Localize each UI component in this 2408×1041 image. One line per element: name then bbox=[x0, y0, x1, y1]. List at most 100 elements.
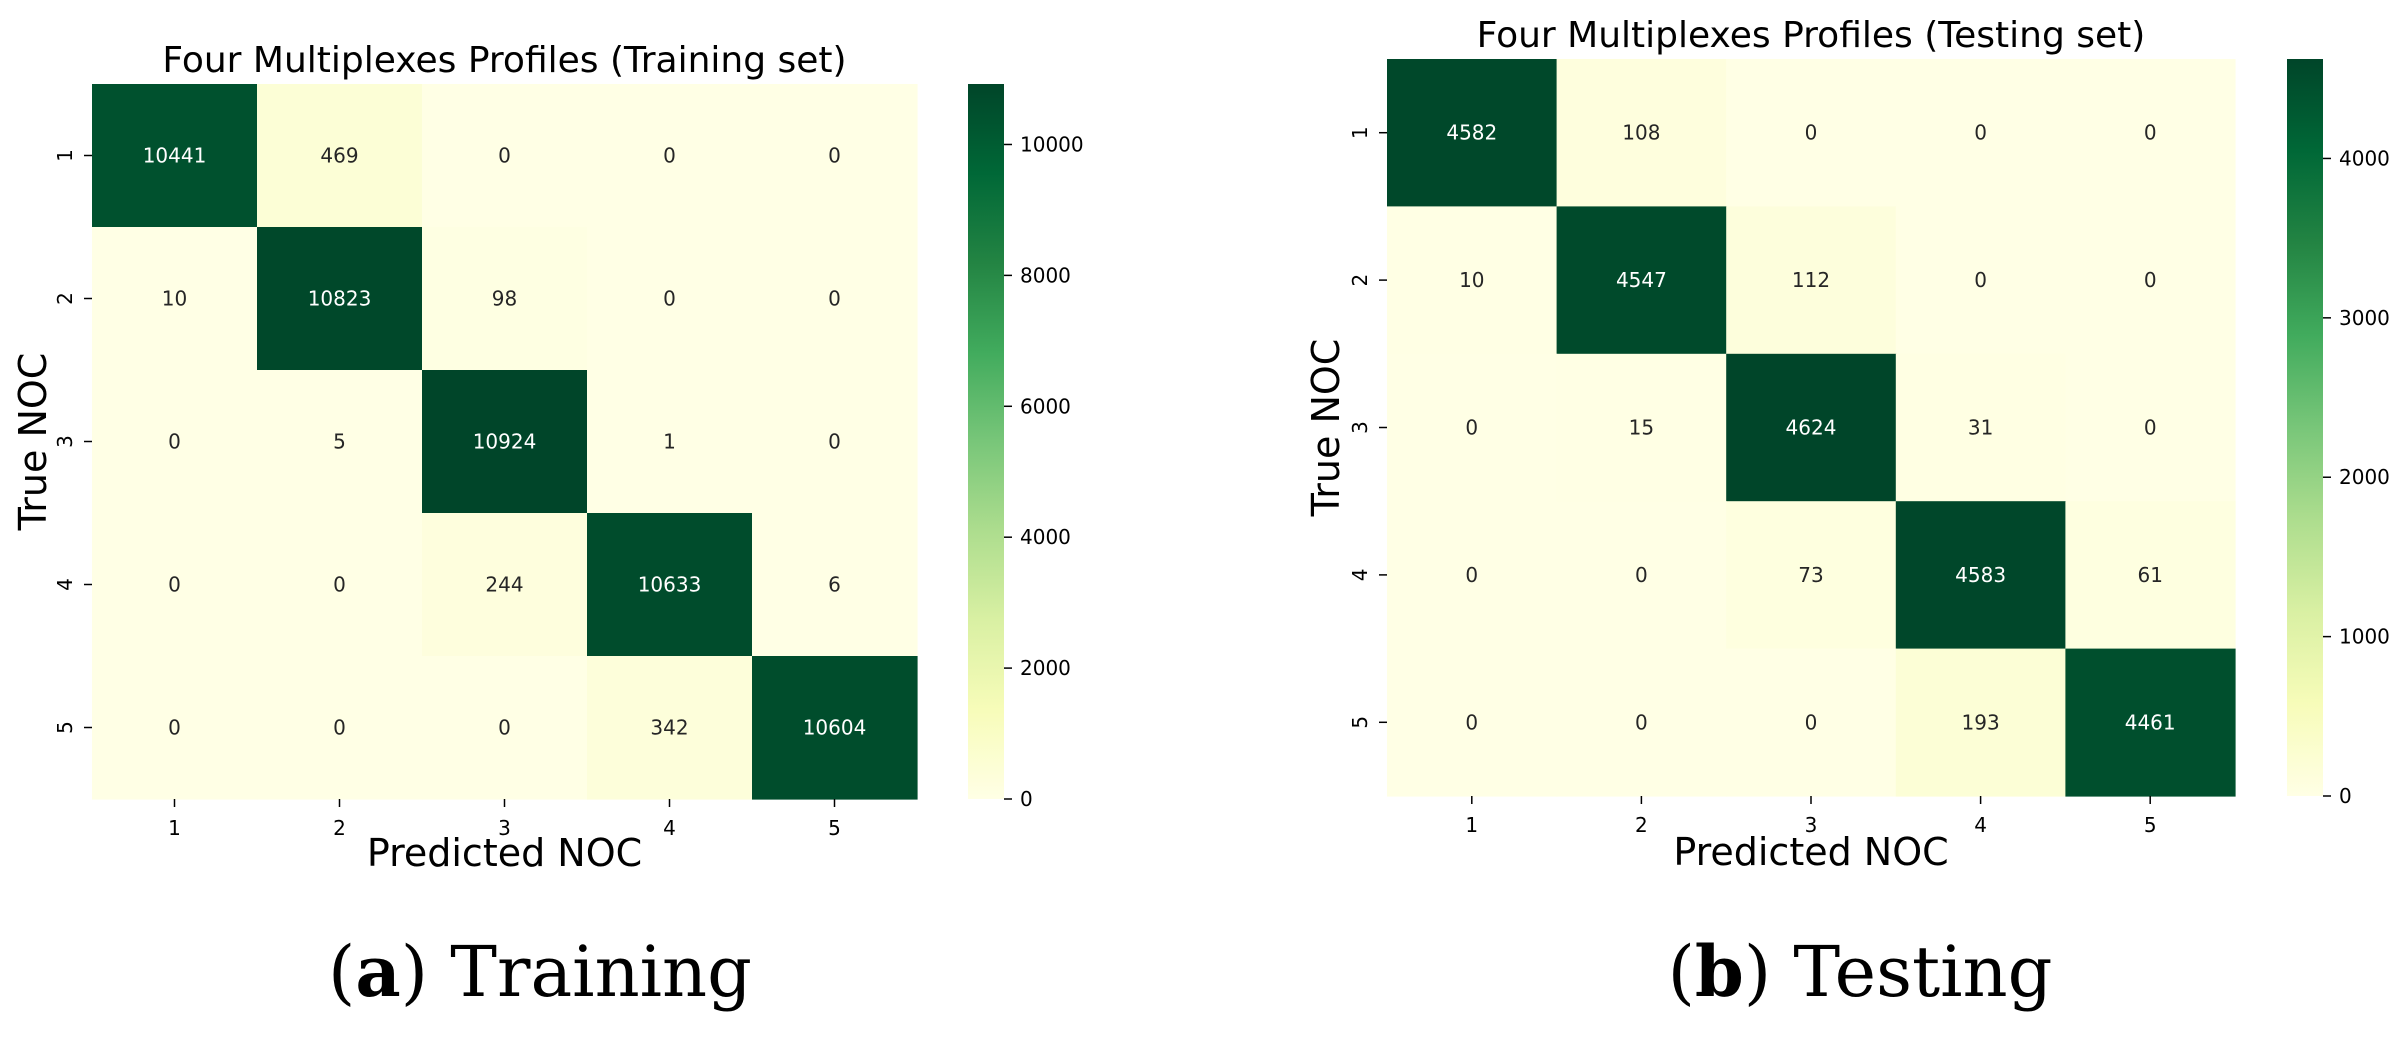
y-tick-label-training-5: 5 bbox=[53, 721, 77, 734]
heatmap-cell-testing-r5-c4 bbox=[1895, 648, 2066, 797]
heatmap-panel-training: 10441 469 0 0 010 10823 98 0 00 5 10924 1 00 0 244 1063… bbox=[11, 40, 1084, 875]
heatmap-cell-testing-r2-c3 bbox=[1726, 206, 1897, 355]
heatmap-cell-testing-r4-c1 bbox=[1387, 501, 1558, 650]
y-axis-label-training: True NOC bbox=[11, 353, 55, 532]
cell-value-training-r3-c5: 0 bbox=[828, 430, 841, 454]
heatmap-cell-training-r4-c2 bbox=[257, 513, 423, 657]
x-tick-label-testing-2: 2 bbox=[1635, 813, 1648, 837]
cell-value-testing-r3-c3: 4624 bbox=[1786, 416, 1837, 440]
cell-value-training-r5-c1: 0 bbox=[168, 716, 181, 740]
heatmap-cell-testing-r1-c3 bbox=[1726, 59, 1897, 207]
heatmap-cell-testing-r5-c3 bbox=[1726, 648, 1897, 797]
y-tick-label-testing-3: 3 bbox=[1348, 421, 1372, 434]
caption-b-open: ( bbox=[1667, 931, 1695, 1013]
y-tick-label-training-1: 1 bbox=[53, 149, 77, 162]
y-tick-label-training-3: 3 bbox=[53, 435, 77, 448]
heatmap-cell-testing-r3-c2 bbox=[1556, 353, 1727, 502]
heatmap-cell-training-r3-c1 bbox=[92, 370, 258, 514]
cell-value-training-r4-c3: 244 bbox=[485, 573, 523, 597]
heatmap-cell-training-r3-c5 bbox=[752, 370, 918, 514]
cell-value-testing-r5-c3: 0 bbox=[1805, 710, 1818, 734]
x-tick-label-training-4: 4 bbox=[663, 816, 676, 840]
colorbar-tick-label-testing-4000: 4000 bbox=[2339, 146, 2390, 170]
heatmap-cell-testing-r3-c3 bbox=[1726, 353, 1897, 502]
cell-value-testing-r1-c4: 0 bbox=[1974, 121, 1987, 145]
cell-value-training-r2-c1: 10 bbox=[162, 287, 187, 311]
cell-value-testing-r5-c1: 0 bbox=[1465, 710, 1478, 734]
heatmap-cell-training-r5-c3 bbox=[422, 656, 588, 800]
caption-b-letter: b bbox=[1694, 930, 1744, 1013]
caption-b-text: Testing bbox=[1793, 931, 2053, 1013]
heatmap-cell-training-r1-c3 bbox=[422, 84, 588, 228]
heatmap-cell-training-r2-c3 bbox=[422, 227, 588, 371]
colorbar-tick-label-training-4000: 4000 bbox=[1020, 525, 1071, 549]
caption-b: (b) Testing bbox=[1640, 930, 2080, 1020]
colorbar-training bbox=[968, 84, 1004, 799]
cell-value-training-r4-c4: 10633 bbox=[638, 573, 702, 597]
heatmap-cell-training-r5-c5 bbox=[752, 656, 918, 800]
cell-value-training-r3-c4: 1 bbox=[663, 430, 676, 454]
colorbar-tick-label-testing-3000: 3000 bbox=[2339, 306, 2390, 330]
cell-value-testing-r2-c4: 0 bbox=[1974, 268, 1987, 292]
y-tick-label-training-2: 2 bbox=[53, 292, 77, 305]
chart-title-training: Four Multiplexes Profiles (Training set) bbox=[162, 40, 846, 81]
colorbar-tick-label-training-2000: 2000 bbox=[1020, 656, 1071, 680]
cell-value-testing-r4-c5: 61 bbox=[2137, 563, 2162, 587]
y-tick-label-testing-1: 1 bbox=[1348, 126, 1372, 139]
heatmap-cell-testing-r2-c5 bbox=[2065, 206, 2236, 355]
cell-value-testing-r4-c1: 0 bbox=[1465, 563, 1478, 587]
cell-value-training-r1-c3: 0 bbox=[498, 144, 511, 168]
cell-value-training-r1-c4: 0 bbox=[663, 144, 676, 168]
cell-value-testing-r3-c2: 15 bbox=[1629, 416, 1654, 440]
cell-value-testing-r1-c3: 0 bbox=[1805, 121, 1818, 145]
cell-value-training-r5-c4: 342 bbox=[650, 716, 688, 740]
colorbar-tick-label-testing-1000: 1000 bbox=[2339, 625, 2390, 649]
colorbar-tick-label-testing-2000: 2000 bbox=[2339, 465, 2390, 489]
x-axis-label-testing: Predicted NOC bbox=[1673, 830, 1948, 874]
x-axis-label-training: Predicted NOC bbox=[367, 831, 642, 875]
cell-value-testing-r3-c5: 0 bbox=[2144, 416, 2157, 440]
cell-value-training-r1-c1: 10441 bbox=[143, 144, 207, 168]
heatmap-cell-testing-r4-c4 bbox=[1895, 501, 2066, 650]
heatmap-cell-testing-r4-c5 bbox=[2065, 501, 2236, 650]
heatmap-cell-training-r1-c2 bbox=[257, 84, 423, 228]
caption-a: (a) Training bbox=[320, 930, 760, 1020]
cell-value-testing-r3-c4: 31 bbox=[1968, 416, 1993, 440]
cell-value-training-r3-c1: 0 bbox=[168, 430, 181, 454]
heatmap-cell-training-r2-c5 bbox=[752, 227, 918, 371]
heatmap-cell-training-r3-c3 bbox=[422, 370, 588, 514]
chart-title-testing: Four Multiplexes Profiles (Testing set) bbox=[1477, 15, 2146, 56]
caption-a-letter: a bbox=[355, 930, 401, 1013]
cell-value-training-r2-c4: 0 bbox=[663, 287, 676, 311]
x-tick-label-training-1: 1 bbox=[168, 816, 181, 840]
cell-value-testing-r2-c1: 10 bbox=[1459, 268, 1484, 292]
x-tick-label-testing-1: 1 bbox=[1465, 813, 1478, 837]
heatmap-cell-training-r5-c2 bbox=[257, 656, 423, 800]
colorbar-tick-label-training-6000: 6000 bbox=[1020, 394, 1071, 418]
cell-value-testing-r1-c1: 4582 bbox=[1446, 121, 1497, 145]
cell-value-training-r3-c3: 10924 bbox=[473, 430, 537, 454]
cell-value-testing-r5-c5: 4461 bbox=[2125, 710, 2176, 734]
cell-value-testing-r4-c2: 0 bbox=[1635, 563, 1648, 587]
x-tick-label-testing-5: 5 bbox=[2144, 813, 2157, 837]
colorbar-tick-label-training-10000: 10000 bbox=[1020, 132, 1084, 156]
y-axis-label-testing: True NOC bbox=[1304, 339, 1348, 518]
heatmap-cell-training-r1-c4 bbox=[587, 84, 753, 228]
cell-value-testing-r2-c3: 112 bbox=[1792, 268, 1830, 292]
cell-value-testing-r3-c1: 0 bbox=[1465, 416, 1478, 440]
heatmap-cell-training-r5-c4 bbox=[587, 656, 753, 800]
heatmap-cell-testing-r1-c2 bbox=[1556, 59, 1727, 207]
heatmap-cell-training-r4-c5 bbox=[752, 513, 918, 657]
heatmap-cell-testing-r1-c1 bbox=[1387, 59, 1558, 207]
caption-a-text: Training bbox=[450, 931, 752, 1013]
heatmap-cell-testing-r3-c1 bbox=[1387, 353, 1558, 502]
heatmap-cell-training-r1-c5 bbox=[752, 84, 918, 228]
cell-value-training-r1-c5: 0 bbox=[828, 144, 841, 168]
heatmap-cell-testing-r3-c5 bbox=[2065, 353, 2236, 502]
cell-value-testing-r4-c4: 4583 bbox=[1955, 563, 2006, 587]
heatmap-cell-testing-r1-c4 bbox=[1895, 59, 2066, 207]
heatmap-cell-testing-r2-c1 bbox=[1387, 206, 1558, 355]
cell-value-training-r4-c2: 0 bbox=[333, 573, 346, 597]
heatmap-cell-training-r5-c1 bbox=[92, 656, 258, 800]
cell-value-training-r4-c1: 0 bbox=[168, 573, 181, 597]
